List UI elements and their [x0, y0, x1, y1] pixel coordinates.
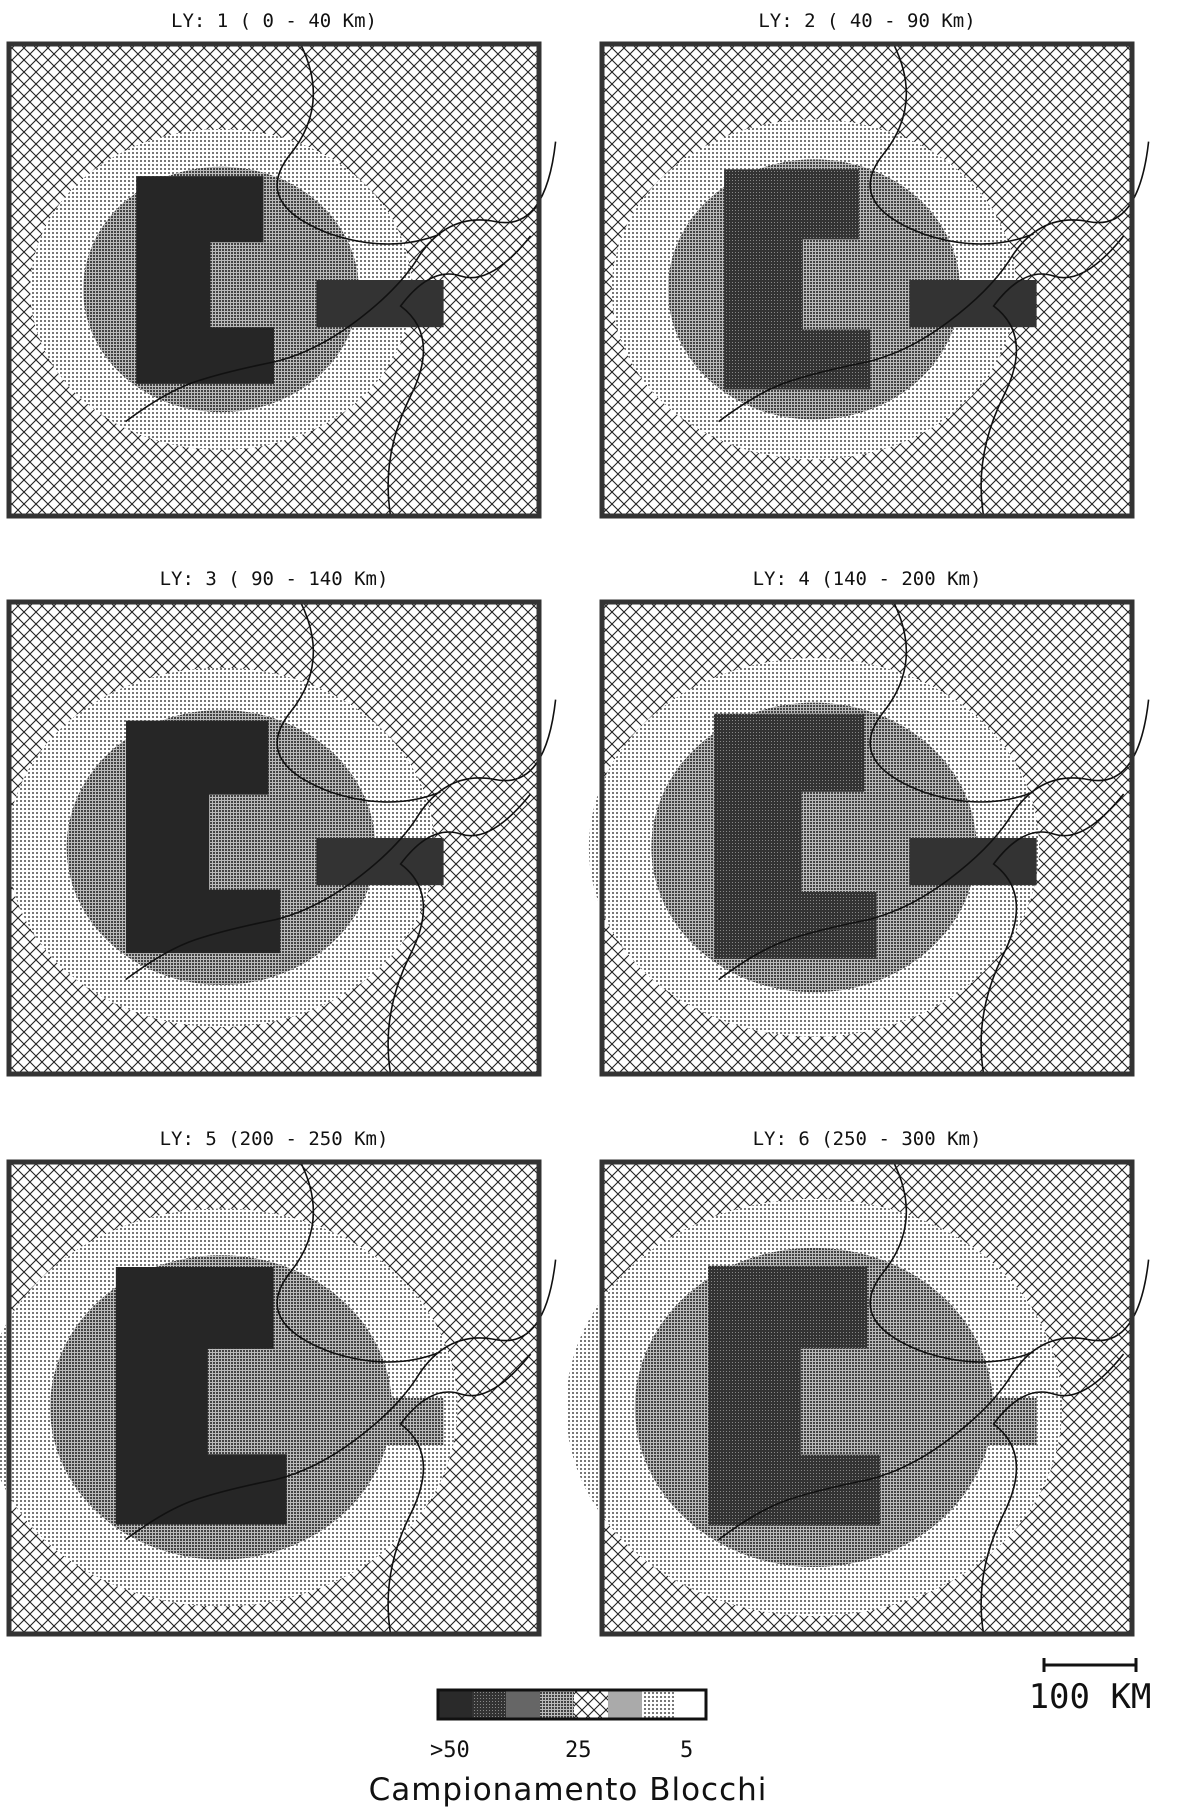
panel-title: LY: 3 ( 90 - 140 Km) [160, 568, 389, 590]
border-line [718, 601, 1150, 1075]
panel-frame [6, 41, 542, 519]
legend-label: >50 [430, 1738, 470, 1763]
panel-title: LY: 2 ( 40 - 90 Km) [758, 10, 975, 32]
map-panel: LY: 5 (200 - 250 Km) [0, 1128, 557, 1637]
high-density [316, 280, 444, 328]
high-density [909, 838, 1037, 886]
scale-bar: 100 KM [1029, 1658, 1152, 1717]
high-density [724, 169, 871, 390]
map-panel: LY: 3 ( 90 - 140 Km) [6, 568, 557, 1077]
panel-title: LY: 5 (200 - 250 Km) [160, 1128, 389, 1150]
panel-frame [6, 599, 542, 1077]
panel-title: LY: 4 (140 - 200 Km) [753, 568, 982, 590]
high-density [115, 1266, 287, 1525]
legend-label: 5 [680, 1738, 693, 1763]
legend: >50 25 5 Campionamento Blocchi [369, 1688, 768, 1808]
high-density [909, 1398, 1037, 1446]
high-density [136, 176, 274, 384]
map-panel: LY: 4 (140 - 200 Km) [588, 568, 1150, 1077]
border-line [718, 1161, 1150, 1635]
border-line [718, 43, 1150, 517]
border-line [125, 43, 557, 517]
high-density [316, 1398, 444, 1446]
legend-label: 25 [565, 1738, 592, 1763]
legend-title: Campionamento Blocchi [369, 1772, 768, 1808]
map-panel: LY: 1 ( 0 - 40 Km) [6, 10, 557, 519]
high-density [713, 713, 877, 959]
map-panel: LY: 2 ( 40 - 90 Km) [599, 10, 1150, 519]
panel-frame [599, 41, 1135, 519]
panel-frame [6, 1159, 542, 1637]
panel-frame [599, 599, 1135, 1077]
border-line [125, 601, 557, 1075]
border-line [125, 1161, 557, 1635]
high-density [316, 838, 444, 886]
map-panel: LY: 6 (250 - 300 Km) [565, 1128, 1150, 1637]
high-density [909, 280, 1037, 328]
panel-title: LY: 1 ( 0 - 40 Km) [171, 10, 377, 32]
high-density [126, 720, 281, 954]
panel-frame [599, 1159, 1135, 1637]
high-density [708, 1265, 881, 1526]
panel-title: LY: 6 (250 - 300 Km) [753, 1128, 982, 1150]
scale-label: 100 KM [1029, 1677, 1152, 1717]
